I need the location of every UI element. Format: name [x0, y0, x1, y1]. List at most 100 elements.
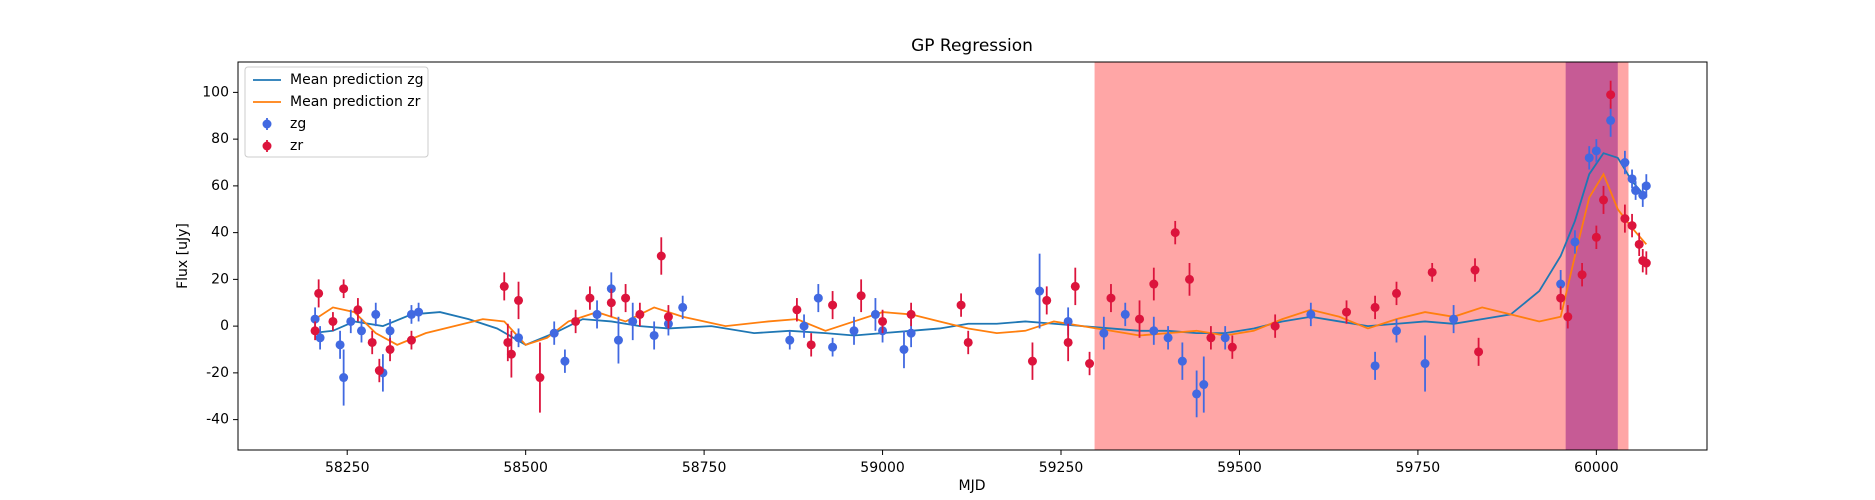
- data-point: [1177, 356, 1187, 366]
- data-point: [613, 335, 623, 345]
- data-point: [1606, 90, 1616, 100]
- data-point: [328, 316, 338, 326]
- data-point: [1227, 342, 1237, 352]
- data-point: [406, 335, 416, 345]
- data-point: [1631, 186, 1641, 196]
- legend-label: zg: [290, 116, 306, 132]
- data-point: [678, 302, 688, 312]
- data-point: [1556, 293, 1566, 303]
- data-point: [1192, 389, 1202, 399]
- data-point: [1085, 359, 1095, 369]
- legend-label: Mean prediction zg: [290, 72, 424, 88]
- data-point: [1035, 286, 1045, 296]
- data-point: [1577, 270, 1587, 280]
- data-point: [828, 300, 838, 310]
- data-point: [1063, 337, 1073, 347]
- data-point: [1427, 267, 1437, 277]
- legend-label: Mean prediction zr: [290, 94, 421, 110]
- data-point: [499, 281, 509, 291]
- data-point: [799, 321, 809, 331]
- data-point: [606, 298, 616, 308]
- data-point: [1063, 316, 1073, 326]
- data-point: [1070, 281, 1080, 291]
- legend-swatch: [262, 141, 272, 151]
- data-point: [1598, 195, 1608, 205]
- data-point: [1606, 115, 1616, 125]
- x-tick-label: 58750: [682, 460, 727, 476]
- x-tick-label: 59500: [1217, 460, 1262, 476]
- data-point: [1163, 333, 1173, 343]
- legend-label: zr: [290, 138, 303, 154]
- data-point: [335, 340, 345, 350]
- data-point: [1470, 265, 1480, 275]
- data-point: [1220, 333, 1230, 343]
- data-point: [571, 316, 581, 326]
- data-point: [310, 314, 320, 324]
- y-axis-label: Flux [uJy]: [175, 223, 191, 289]
- x-tick-label: 58500: [503, 460, 548, 476]
- data-point: [1641, 258, 1651, 268]
- data-point: [1634, 239, 1644, 249]
- plot-content: [310, 62, 1651, 450]
- y-tick-label: 40: [211, 225, 229, 241]
- data-point: [828, 342, 838, 352]
- y-tick-label: 0: [220, 318, 229, 334]
- data-point: [506, 349, 516, 359]
- data-point: [1449, 314, 1459, 324]
- data-point: [406, 309, 416, 319]
- legend-swatch: [262, 119, 272, 129]
- data-point: [339, 373, 349, 383]
- data-point: [1370, 302, 1380, 312]
- data-point: [385, 344, 395, 354]
- data-point: [1627, 221, 1637, 231]
- data-point: [906, 309, 916, 319]
- legend: Mean prediction zg Mean prediction zr zg zr: [244, 66, 429, 158]
- data-point: [1627, 174, 1637, 184]
- data-point: [656, 251, 666, 261]
- data-point: [1641, 181, 1651, 191]
- y-tick-label: -40: [206, 412, 229, 428]
- plot-frame: [237, 61, 1708, 451]
- data-point: [956, 300, 966, 310]
- data-point: [649, 330, 659, 340]
- data-point: [806, 340, 816, 350]
- data-point: [1570, 237, 1580, 247]
- data-point: [1027, 356, 1037, 366]
- data-point: [792, 305, 802, 315]
- data-point: [1591, 232, 1601, 242]
- data-point: [371, 309, 381, 319]
- data-point: [585, 293, 595, 303]
- data-point: [856, 291, 866, 301]
- data-point: [374, 366, 384, 376]
- data-point: [339, 284, 349, 294]
- data-point: [514, 295, 524, 305]
- data-point: [367, 337, 377, 347]
- data-point: [878, 316, 888, 326]
- data-point: [1206, 333, 1216, 343]
- data-point: [1474, 347, 1484, 357]
- data-point: [628, 316, 638, 326]
- data-point: [514, 333, 524, 343]
- data-point: [560, 356, 570, 366]
- data-point: [1184, 274, 1194, 284]
- x-axis-label: MJD: [959, 478, 986, 494]
- data-point: [535, 373, 545, 383]
- x-tick-label: 59000: [860, 460, 905, 476]
- data-point: [1149, 279, 1159, 289]
- data-point: [314, 288, 324, 298]
- shaded-region: [1094, 62, 1629, 450]
- data-point: [1270, 321, 1280, 331]
- data-point: [1391, 326, 1401, 336]
- data-point: [963, 337, 973, 347]
- data-point: [1620, 214, 1630, 224]
- mean-line: [311, 172, 1648, 346]
- data-point: [503, 337, 513, 347]
- data-point: [785, 335, 795, 345]
- data-point: [1149, 326, 1159, 336]
- data-point: [1584, 153, 1594, 163]
- data-point: [906, 328, 916, 338]
- data-point: [1370, 361, 1380, 371]
- data-point: [1420, 359, 1430, 369]
- data-point: [1591, 146, 1601, 156]
